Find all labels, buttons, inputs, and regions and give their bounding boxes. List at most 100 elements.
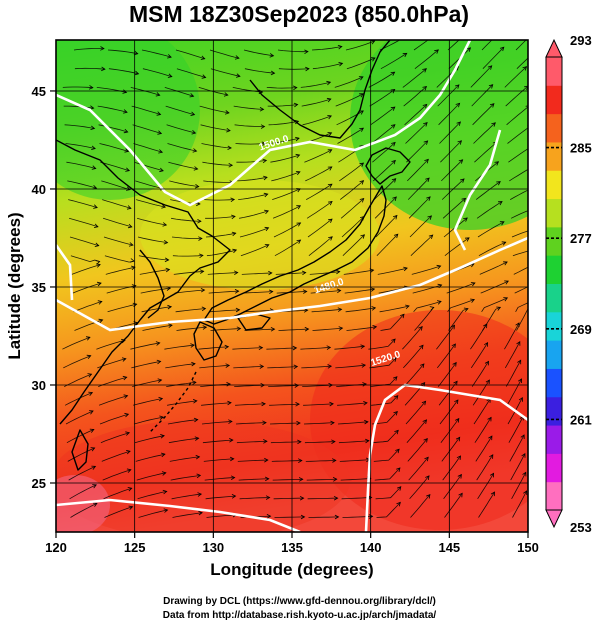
streamline [511, 230, 528, 238]
streamline-arrowhead [299, 495, 305, 501]
streamline-arrowhead [499, 46, 505, 52]
streamline-arrowhead [332, 458, 337, 463]
streamline [96, 339, 126, 350]
streamline-arrowhead [523, 490, 528, 496]
streamline [65, 410, 94, 425]
streamline [104, 506, 133, 518]
streamline [66, 161, 96, 169]
streamline [309, 271, 340, 275]
streamline [301, 365, 332, 369]
streamline-arrowhead [434, 49, 439, 54]
streamline-arrowhead [499, 29, 503, 33]
streamline [477, 473, 494, 500]
streamline [235, 422, 267, 425]
streamline [130, 342, 160, 350]
streamline [97, 105, 128, 113]
streamline-arrowhead [419, 344, 424, 350]
streamline [136, 199, 166, 208]
colorbar-max-arrow [545, 38, 563, 58]
streamline-arrowhead [96, 281, 102, 287]
streamline-arrowhead [264, 209, 269, 215]
streamline-arrowhead [97, 300, 103, 305]
streamline-arrowhead [155, 341, 161, 346]
streamline [515, 302, 528, 312]
streamline [141, 49, 172, 58]
streamline [345, 40, 375, 51]
colorbar-segment [546, 453, 562, 483]
streamline-arrowhead [428, 234, 434, 240]
streamline [509, 169, 528, 182]
contour-1520-south [56, 498, 301, 532]
streamline-arrowhead [425, 177, 430, 183]
streamline-arrowhead [423, 140, 429, 145]
streamline [138, 509, 168, 518]
streamline-arrowhead [198, 236, 203, 241]
streamline-arrowhead [425, 475, 430, 480]
streamline [235, 403, 266, 406]
hot-region-southeast [310, 310, 528, 530]
streamline [403, 345, 424, 369]
streamline [306, 478, 337, 481]
streamline [71, 264, 101, 275]
streamline-arrowhead [124, 412, 130, 418]
streamline [167, 143, 197, 152]
streamline [380, 52, 407, 70]
streamline-arrowhead [358, 76, 364, 81]
streamline-arrowhead [227, 145, 232, 151]
coastline-sakhalin-russia [249, 40, 391, 139]
streamline [379, 40, 401, 51]
contour-1500 [56, 40, 472, 207]
streamline-arrowhead [496, 181, 501, 186]
streamline-arrowhead [372, 325, 378, 330]
coastline-honshu [203, 185, 387, 325]
streamline-arrowhead [392, 376, 398, 381]
streamline-arrowhead [189, 93, 195, 98]
streamline-arrowhead [531, 166, 535, 169]
streamline-arrowhead [300, 514, 306, 520]
streamline [447, 299, 475, 313]
streamline [243, 310, 274, 313]
streamline-arrowhead [391, 141, 396, 147]
streamline-arrowhead [457, 140, 462, 145]
streamline-arrowhead [329, 401, 334, 407]
streamline [310, 290, 341, 294]
streamline-arrowhead [192, 380, 197, 385]
streamline-arrowhead [529, 145, 533, 148]
streamline [210, 68, 240, 77]
streamline [444, 237, 470, 257]
streamline-arrowhead [396, 501, 401, 507]
streamline-arrowhead [422, 419, 428, 424]
streamline-arrowhead [537, 259, 541, 263]
streamline [268, 385, 299, 387]
streamline [233, 105, 264, 110]
streamline-arrowhead [227, 400, 232, 406]
streamline [336, 110, 364, 126]
streamline-arrowhead [520, 434, 525, 440]
coastline-taiwan [71, 429, 89, 471]
streamline [307, 497, 338, 500]
streamline-arrowhead [228, 162, 234, 168]
map-title: MSM 18Z30Sep2023 (850.0hPa) [129, 1, 469, 27]
streamline [238, 478, 269, 481]
streamline-arrowhead [96, 263, 101, 268]
streamline [312, 327, 343, 331]
streamline-arrowhead [259, 107, 265, 112]
streamline [311, 308, 342, 313]
streamline [306, 201, 333, 219]
colorbar-tick-label: 261 [570, 412, 592, 427]
streamline-arrowhead [90, 125, 96, 130]
streamline-arrowhead [424, 158, 429, 164]
streamline [477, 221, 505, 238]
streamline [169, 456, 200, 462]
streamline-arrowhead [193, 417, 199, 423]
streamline [275, 272, 306, 275]
y-axis-ticks: 25 30 35 40 45 [32, 84, 56, 491]
streamline [234, 124, 265, 127]
streamline-arrowhead [501, 241, 507, 246]
coastline-kyushu [193, 321, 223, 361]
streamline-arrowhead [454, 84, 460, 89]
streamline [443, 474, 462, 500]
colorbar-tick-label: 253 [570, 520, 592, 535]
streamline [68, 199, 98, 208]
